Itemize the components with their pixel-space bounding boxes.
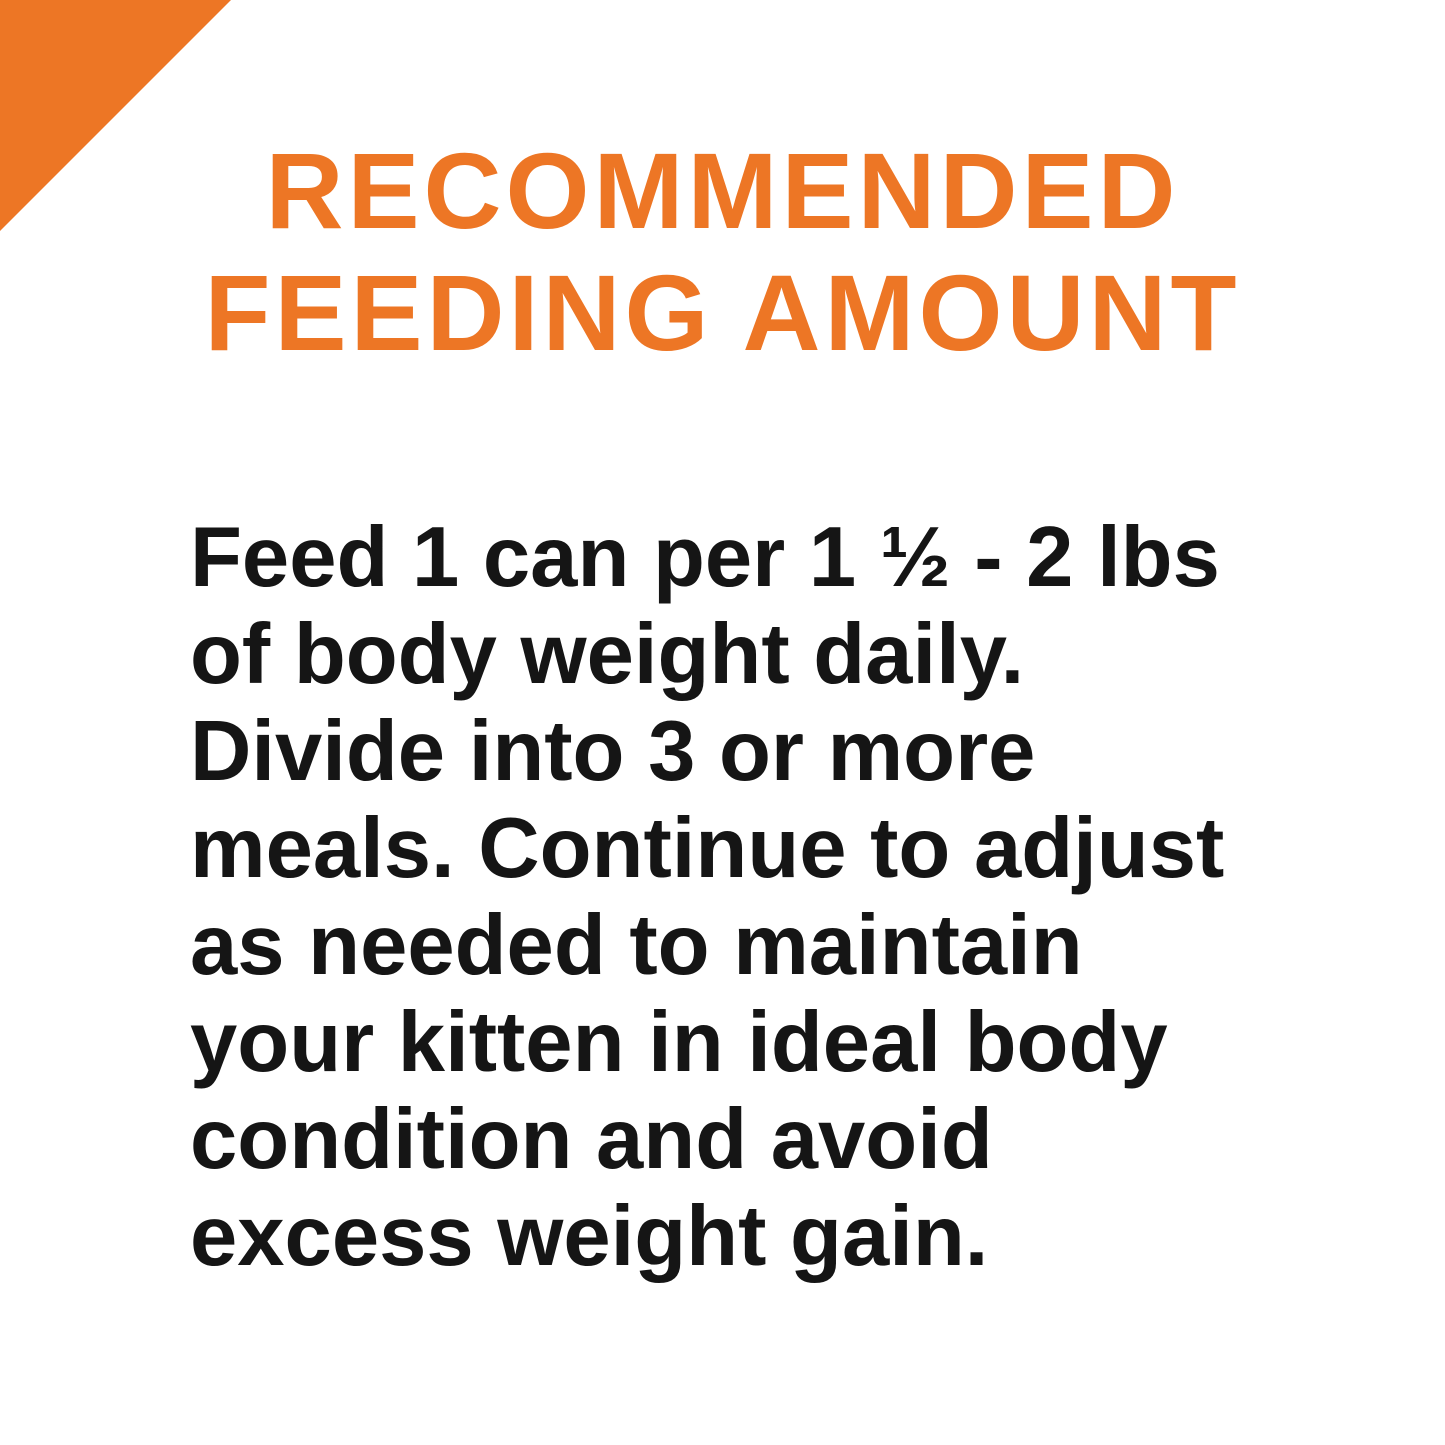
page-title: RECOMMENDED FEEDING AMOUNT [0,130,1445,374]
title-line-1: RECOMMENDED [265,130,1180,251]
body-line: meals. Continue to adjust [190,801,1225,896]
title-line-2: FEEDING AMOUNT [204,252,1241,373]
body-line: excess weight gain. [190,1189,989,1284]
body-line: of body weight daily. [190,607,1025,702]
feeding-instructions-text: Feed 1 can per 1 ½ - 2 lbs of body weigh… [190,509,1224,1285]
body-line: Feed 1 can per 1 ½ - 2 lbs [190,510,1220,605]
body-line: Divide into 3 or more [190,704,1036,799]
body-line: your kitten in ideal body [190,995,1168,1090]
body-line: as needed to maintain [190,898,1083,993]
body-line: condition and avoid [190,1092,993,1187]
